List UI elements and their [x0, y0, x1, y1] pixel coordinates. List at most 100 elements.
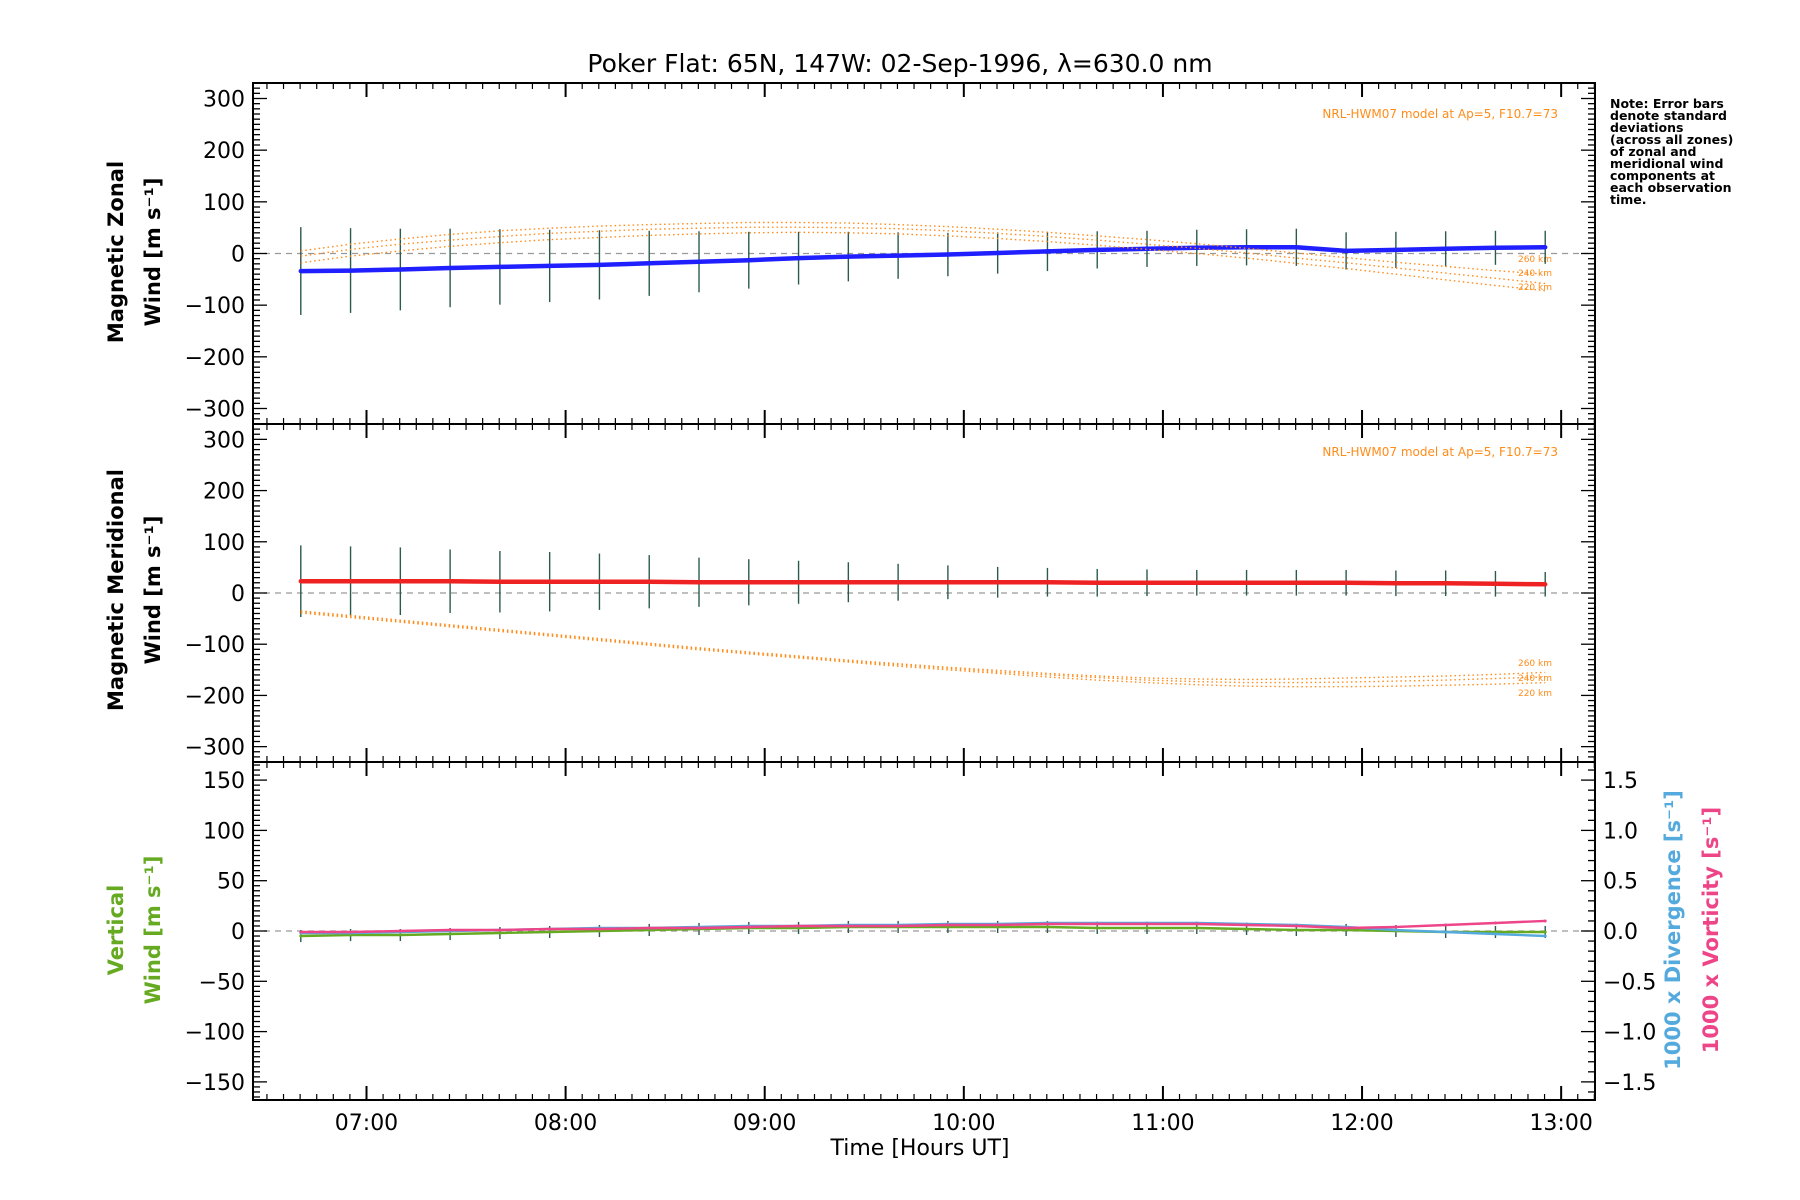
vertical-data-point	[1195, 926, 1199, 930]
vertical-data-point	[946, 923, 950, 927]
zonal-data-point	[1493, 245, 1498, 251]
meridional-series-line	[300, 610, 1546, 681]
vertical-data-point	[1245, 923, 1249, 927]
vertical-data-point	[1045, 922, 1049, 926]
zonal-series-line	[300, 245, 1546, 274]
vertical-y-tick-label: −100	[185, 1021, 245, 1046]
vertical-data-point	[1543, 919, 1547, 923]
vertical-data-point	[398, 933, 402, 937]
meridional-data-point	[1244, 580, 1249, 585]
zonal-data-point	[746, 258, 751, 263]
zonal-data-point	[796, 255, 801, 261]
vertical-data-point	[1095, 922, 1099, 926]
vertical-data-point	[1543, 930, 1547, 934]
meridional-data-point	[1294, 580, 1299, 585]
note-line: denote standard	[1610, 108, 1727, 123]
x-tick-label: 08:00	[534, 1111, 597, 1136]
zonal-data-point	[298, 268, 303, 274]
meridional-data-point	[846, 580, 851, 585]
vertical-y-tick-label: 150	[203, 769, 245, 794]
zonal-alt-label: 240 km	[1518, 269, 1552, 279]
meridional-model-label: NRL-HWM07 model at Ap=5, F10.7=73	[1322, 445, 1558, 459]
zonal-y-tick-label: 100	[203, 191, 245, 216]
vertical-data-point	[448, 928, 452, 932]
zonal-wind-panel: Magnetic Zonal Wind [m s⁻¹] NRL-HWM07 mo…	[104, 82, 1596, 425]
x-tick-label: 12:00	[1330, 1111, 1393, 1136]
vertical-data-point	[1294, 924, 1298, 928]
meridional-data-point	[348, 579, 353, 584]
zonal-data-point	[1244, 245, 1249, 250]
meridional-data-point	[796, 580, 801, 585]
zonal-data-point	[547, 263, 552, 269]
meridional-data-point	[1543, 582, 1548, 587]
meridional-data-point	[1443, 581, 1448, 586]
meridional-ylabel-line2: Wind [m s⁻¹]	[141, 516, 165, 665]
vertical-data-point	[1294, 928, 1298, 932]
vertical-data-point	[1045, 925, 1049, 929]
note-line: time.	[1610, 192, 1647, 207]
vertical-data-point	[1095, 926, 1099, 930]
vertical-wind-panel: Vertical Wind [m s⁻¹] 1000 x Divergence …	[104, 761, 1723, 1101]
zonal-data-point	[1294, 245, 1299, 250]
vertical-series-line	[300, 919, 1546, 934]
note-line: components at	[1610, 168, 1715, 183]
zonal-data-point	[1045, 249, 1050, 254]
zonal-series-line	[300, 221, 1546, 275]
meridional-series-line	[300, 612, 1546, 688]
meridional-data-point	[1393, 581, 1399, 586]
vertical-y2-tick-label: 0.0	[1603, 920, 1638, 945]
vertical-data-point	[1145, 926, 1149, 930]
x-axis-label: Time [Hours UT]	[830, 1136, 1010, 1161]
vertical-data-point	[597, 927, 601, 931]
vertical-data-point	[797, 924, 801, 928]
zonal-model-label: NRL-HWM07 model at Ap=5, F10.7=73	[1322, 107, 1558, 121]
vertical-data-point	[1493, 921, 1497, 925]
vertical-data-point	[299, 930, 303, 934]
x-tick-label: 13:00	[1529, 1111, 1592, 1136]
meridional-data-point	[696, 580, 702, 585]
vertical-y-tick-label: −150	[185, 1071, 245, 1096]
zonal-data-point	[497, 264, 503, 270]
vertical-data-point	[1394, 928, 1398, 932]
zonal-data-point	[447, 265, 453, 271]
meridional-data-point	[1144, 580, 1150, 585]
note-line: (across all zones)	[1610, 132, 1733, 147]
meridional-y-tick-label: 200	[203, 480, 245, 505]
zonal-data-point	[597, 262, 602, 268]
zonal-y-tick-label: −200	[185, 346, 245, 371]
vertical-data-point	[498, 931, 502, 935]
vertical-data-point	[747, 925, 751, 929]
meridional-data-point	[398, 579, 403, 584]
zonal-y-tick-label: 300	[203, 88, 245, 113]
zonal-ylabel-line2: Wind [m s⁻¹]	[141, 178, 165, 327]
zonal-data-point	[846, 254, 851, 259]
zonal-y-tick-label: 200	[203, 139, 245, 164]
meridional-y-tick-label: 300	[203, 428, 245, 453]
vertical-data-point	[846, 924, 850, 928]
vertical-data-point	[1444, 923, 1448, 927]
vertical-y-tick-label: 0	[231, 920, 245, 945]
zonal-series-line	[300, 226, 1546, 285]
vertical-data-point	[548, 930, 552, 934]
vertical-data-point	[349, 930, 353, 934]
zonal-data-point	[1194, 245, 1199, 251]
meridional-data-point	[497, 579, 503, 584]
vertical-data-point	[996, 923, 1000, 927]
x-tick-label: 09:00	[733, 1111, 796, 1136]
meridional-wind-panel: Magnetic Meridional Wind [m s⁻¹] NRL-HWM…	[104, 423, 1596, 763]
vorticity-ylabel: 1000 x Vorticity [s⁻¹]	[1699, 807, 1723, 1053]
vertical-data-point	[1543, 934, 1547, 938]
zonal-ylabel-line1: Magnetic Zonal	[104, 161, 128, 343]
vertical-y-tick-label: 50	[217, 870, 245, 895]
meridional-data-point	[945, 580, 951, 585]
meridional-data-point	[1194, 580, 1199, 585]
zonal-y-tick-label: 0	[231, 243, 245, 268]
zonal-data-point	[1443, 246, 1448, 252]
meridional-data-point	[298, 579, 303, 584]
meridional-data-point	[746, 580, 751, 585]
vertical-data-point	[299, 934, 303, 938]
zonal-data-point	[696, 259, 702, 264]
x-tick-label: 11:00	[1131, 1111, 1194, 1136]
meridional-y-tick-label: −200	[185, 684, 245, 709]
